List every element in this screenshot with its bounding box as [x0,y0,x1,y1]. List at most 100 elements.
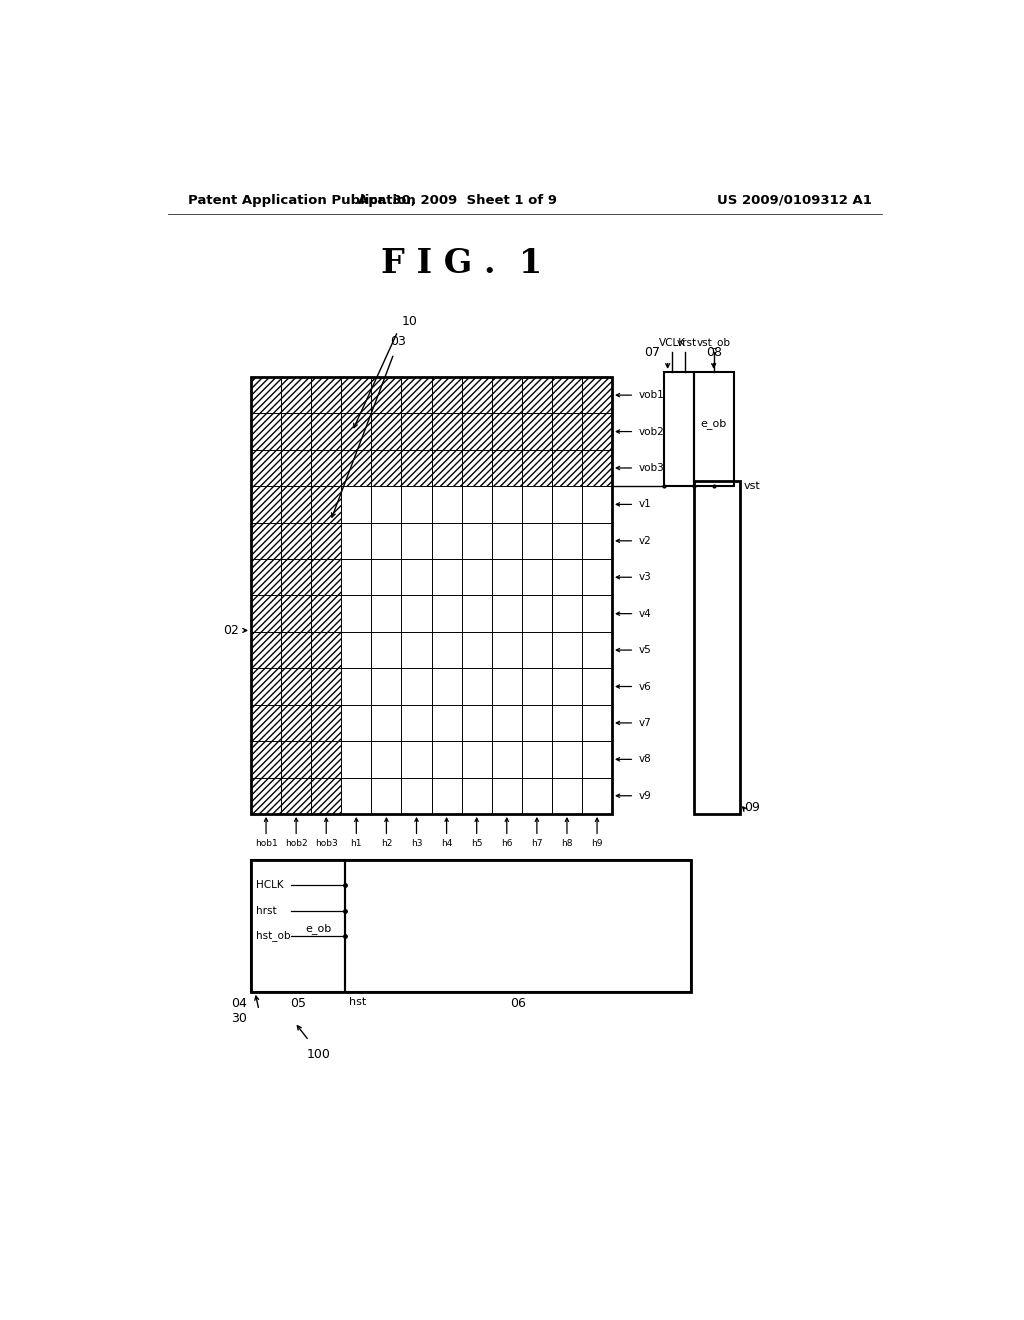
Bar [251,560,282,595]
Bar [401,413,431,450]
Bar [251,523,282,560]
Bar [582,413,612,450]
Bar [522,378,552,413]
Bar [251,741,282,777]
Bar [251,632,282,668]
Bar [311,705,341,741]
Bar [462,450,492,486]
Bar [251,378,282,413]
Bar [311,413,341,450]
Bar [282,705,311,741]
Bar [372,450,401,486]
Text: h2: h2 [381,840,392,849]
Bar [552,413,582,450]
Bar [282,378,311,413]
Text: 04: 04 [231,997,247,1010]
Text: v9: v9 [638,791,651,801]
Bar [582,378,612,413]
Text: h6: h6 [501,840,513,849]
Bar [251,450,282,486]
Text: 09: 09 [743,801,760,814]
Bar [522,378,552,413]
Bar [311,632,341,668]
Bar [401,450,431,486]
Bar [462,378,492,413]
Bar [251,378,282,413]
Text: VCLK: VCLK [659,338,686,348]
Text: 05: 05 [290,997,306,1010]
Text: v6: v6 [638,681,651,692]
Bar [401,450,431,486]
Bar [431,378,462,413]
Bar [282,741,311,777]
Bar [282,777,311,814]
Bar [282,741,311,777]
Bar [251,413,282,450]
Text: vob3: vob3 [638,463,664,473]
Bar [251,777,282,814]
Bar [492,450,522,486]
Text: h8: h8 [561,840,572,849]
Bar [251,378,612,814]
Text: e_ob: e_ob [306,923,332,933]
Bar [311,741,341,777]
Bar [582,413,612,450]
Bar [431,413,462,450]
Bar [431,450,462,486]
Bar [251,450,282,486]
Bar [694,480,740,814]
Text: 10: 10 [401,314,418,327]
Text: v7: v7 [638,718,651,727]
Text: Patent Application Publication: Patent Application Publication [187,194,416,206]
Bar [251,523,282,560]
Text: vrst: vrst [676,338,696,348]
Bar [401,413,431,450]
Bar [311,777,341,814]
Text: vob1: vob1 [638,391,664,400]
Bar [401,378,431,413]
Bar [582,378,612,413]
Bar [311,378,341,413]
Text: hob1: hob1 [255,840,278,849]
Text: hob3: hob3 [314,840,338,849]
Text: 07: 07 [644,346,659,359]
Bar [282,777,311,814]
Bar [251,668,282,705]
Bar [251,595,282,632]
Bar [282,560,311,595]
Text: hst: hst [349,997,367,1007]
Bar [282,450,311,486]
Bar [311,632,341,668]
Bar [251,413,282,450]
Text: 08: 08 [706,346,722,359]
Bar [492,413,522,450]
Bar [251,777,282,814]
Bar [251,859,691,991]
Bar [282,450,311,486]
Text: US 2009/0109312 A1: US 2009/0109312 A1 [717,194,872,206]
Bar [251,668,282,705]
Bar [492,378,522,413]
Bar [372,413,401,450]
Bar [282,632,311,668]
Bar [341,413,372,450]
Bar [311,595,341,632]
Bar [311,668,341,705]
Text: F I G .  1: F I G . 1 [381,247,542,280]
Bar [522,450,552,486]
Bar [694,372,733,486]
Bar [282,486,311,523]
Bar [311,777,341,814]
Bar [552,413,582,450]
Bar [462,450,492,486]
Bar [311,523,341,560]
Text: vst: vst [743,482,761,491]
Text: Apr. 30, 2009  Sheet 1 of 9: Apr. 30, 2009 Sheet 1 of 9 [357,194,557,206]
Bar [282,523,311,560]
Text: 02: 02 [223,624,240,638]
Text: hrst: hrst [256,906,276,916]
Bar [282,632,311,668]
Bar [251,560,282,595]
Text: v4: v4 [638,609,651,619]
Text: hob2: hob2 [285,840,307,849]
